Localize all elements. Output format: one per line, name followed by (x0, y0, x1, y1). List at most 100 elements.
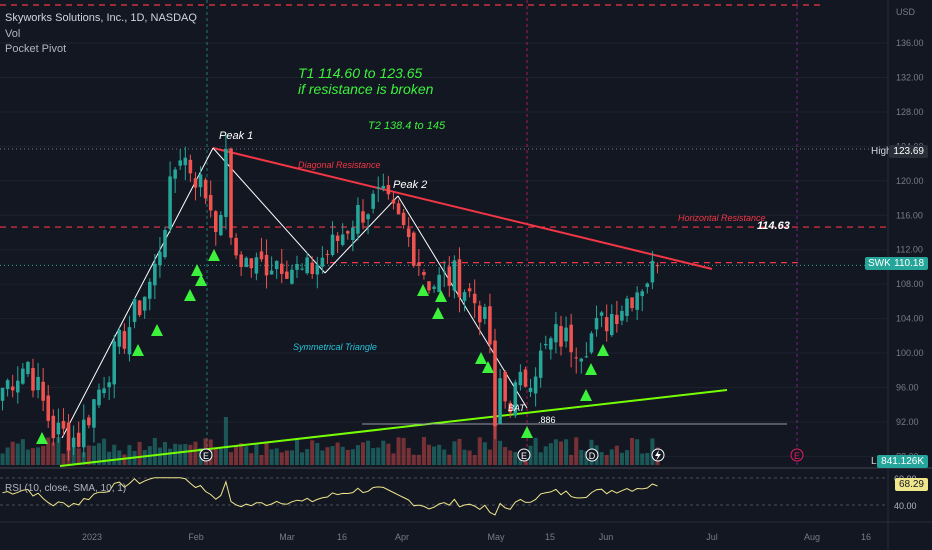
volume-bar (472, 454, 477, 465)
candle-body (158, 251, 162, 266)
candle-body (208, 195, 213, 211)
candle-body (625, 298, 629, 316)
candle-body (76, 432, 81, 447)
event-marker: E (790, 448, 804, 462)
candle-body (0, 387, 5, 401)
t1-line2: if resistance is broken (298, 81, 434, 97)
candle-body (427, 281, 431, 291)
volume-bar (5, 447, 10, 465)
candle-body (569, 324, 573, 353)
candle-body (620, 310, 624, 321)
volume-bar (482, 442, 487, 465)
candle-body (31, 368, 35, 391)
candle-body (178, 160, 183, 166)
volume-bar (25, 449, 30, 465)
volume-bar (432, 446, 437, 465)
candle-body (493, 340, 497, 427)
pocket-pivot-label: Pocket Pivot (5, 43, 67, 55)
candle-body (503, 371, 507, 402)
candle-body (467, 288, 472, 292)
volume-bar (117, 450, 122, 465)
volume-bar (112, 444, 117, 465)
candle-body (107, 382, 111, 388)
volume-bar (538, 452, 543, 465)
candle-body (533, 376, 538, 394)
volume-bar (168, 448, 173, 465)
volume-bar (335, 442, 340, 465)
candle-body (655, 265, 660, 267)
rsi-value-tag: 68.29 (894, 478, 928, 491)
x-tick-label: 15 (545, 532, 555, 542)
volume-bar (102, 438, 107, 465)
y-tick-label: 120.00 (896, 176, 924, 186)
high-tag-label: High (871, 146, 892, 157)
candle-body (589, 333, 594, 353)
candle-body (244, 257, 249, 268)
volume-bar (213, 448, 218, 465)
candle-body (198, 174, 203, 188)
volume-bar (569, 454, 574, 465)
volume-bar (640, 453, 645, 465)
candle-body (599, 312, 604, 316)
event-marker-circle (585, 448, 599, 462)
currency-label: USD (896, 7, 916, 17)
volume-bar (650, 438, 655, 465)
candle-body (193, 178, 198, 188)
candle-body (5, 380, 10, 390)
volume-bar (56, 437, 61, 465)
volume-bar (61, 453, 66, 465)
candle-body (543, 343, 548, 346)
candle-body (411, 232, 416, 266)
candle-body (609, 314, 614, 336)
candle-body (41, 381, 45, 401)
candle-body (15, 380, 20, 393)
candle-body (549, 338, 553, 350)
candle-body (92, 399, 96, 428)
rsi-label: RSI (10, close, SMA, 10, 1) (5, 483, 126, 494)
pocket-pivot-arrow (195, 274, 207, 286)
candle-body (203, 179, 208, 199)
candle-body (325, 254, 330, 256)
candle-body (81, 419, 86, 448)
candle-body (528, 387, 533, 392)
volume-bar (310, 440, 315, 465)
volume-bar (401, 437, 406, 465)
volume-bar (442, 449, 447, 465)
y-tick-label: 108.00 (896, 279, 924, 289)
x-tick-label: May (487, 532, 505, 542)
candle-body (142, 296, 147, 311)
volume-bar (508, 450, 513, 465)
candle-body (249, 258, 254, 269)
volume-bar (635, 439, 640, 465)
pocket-pivot-arrow (208, 249, 220, 261)
horizontal-resistance-label: Horizontal Resistance (678, 213, 766, 223)
candle-body (163, 229, 167, 258)
volume-bar (513, 451, 518, 465)
volume-bar (360, 442, 366, 465)
candle-body (381, 185, 386, 189)
candle-body (417, 262, 421, 266)
volume-bar (10, 441, 15, 465)
x-tick-label: Apr (395, 532, 409, 542)
volume-bar (239, 443, 244, 465)
volume-bar (122, 454, 127, 465)
pocket-pivot-arrow (521, 426, 533, 438)
candle-body (340, 234, 345, 245)
volume-bar (609, 449, 614, 465)
volume-bar (411, 454, 416, 465)
event-marker-circle (199, 448, 213, 462)
candle-body (213, 211, 218, 232)
x-tick-label: 16 (337, 532, 347, 542)
volume-bar (416, 454, 421, 465)
volume-bar (558, 441, 564, 465)
volume-bar (320, 450, 325, 465)
candle-body (594, 318, 599, 330)
candle-body (477, 305, 482, 323)
candle-body (310, 262, 315, 274)
x-tick-label: 16 (861, 532, 871, 542)
y-tick-label: 132.00 (896, 73, 924, 83)
volume-bar (81, 452, 86, 465)
candle-body (254, 257, 259, 274)
lightning-icon (651, 448, 665, 462)
